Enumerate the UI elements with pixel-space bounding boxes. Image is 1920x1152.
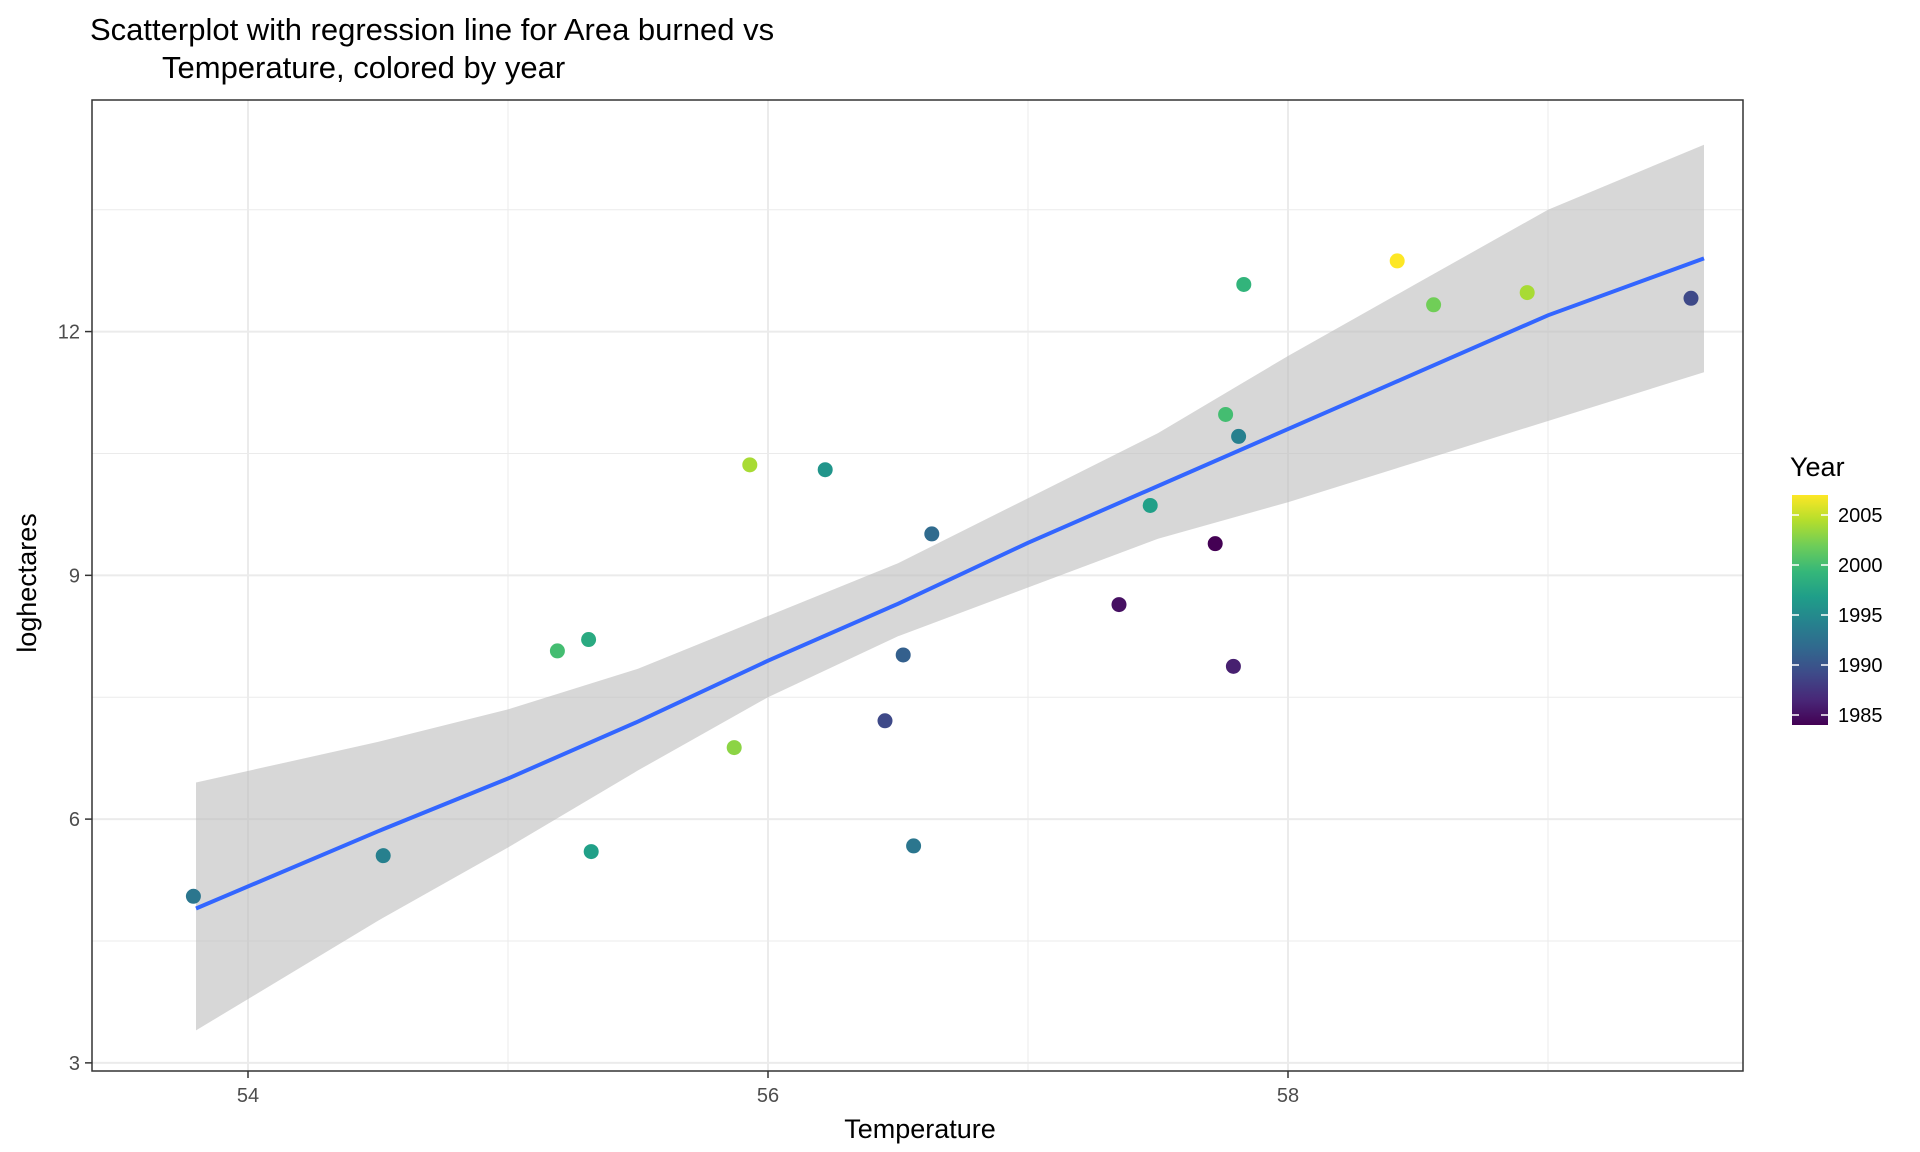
data-point (877, 713, 893, 729)
y-axis-ticks: 3 6 9 12 (58, 322, 92, 1075)
data-point (1142, 497, 1158, 513)
data-points (185, 253, 1699, 904)
x-tick-label: 56 (757, 1085, 779, 1107)
data-point (375, 848, 391, 864)
x-tick-label: 58 (1277, 1085, 1299, 1107)
legend-tick-label: 1995 (1838, 605, 1883, 627)
legend-tick-label: 1990 (1838, 655, 1883, 677)
data-point (1207, 536, 1223, 552)
data-point (742, 457, 758, 473)
y-tick-label: 12 (58, 322, 80, 344)
y-tick-label: 9 (69, 565, 80, 587)
data-point (895, 647, 911, 663)
data-point (1426, 297, 1442, 313)
data-point (1519, 285, 1535, 301)
confidence-band (196, 144, 1704, 1031)
y-axis-title: loghectares (12, 513, 42, 653)
panel-border (91, 99, 1744, 1072)
data-point (1683, 290, 1699, 306)
chart-title-line-1: Scatterplot with regression line for Are… (90, 12, 774, 47)
legend-tick-label: 2000 (1838, 555, 1883, 577)
legend-colorbar (1792, 495, 1828, 725)
legend-tick-label: 1985 (1838, 705, 1883, 727)
data-point (1389, 253, 1405, 269)
y-tick-label: 3 (69, 1053, 80, 1075)
data-point (583, 844, 599, 860)
data-point (1218, 406, 1234, 422)
legend-tick-label: 2005 (1838, 505, 1883, 527)
data-point (726, 740, 742, 756)
x-axis-ticks: 54 56 58 (237, 1071, 1299, 1107)
chart-title-line-2: Temperature, colored by year (162, 50, 565, 85)
data-point (1231, 428, 1247, 444)
data-point (817, 462, 833, 478)
x-axis-title: Temperature (844, 1114, 996, 1144)
data-point (1225, 658, 1241, 674)
regression-line (195, 256, 1705, 911)
data-point (185, 888, 201, 904)
y-tick-label: 6 (69, 809, 80, 831)
data-point (581, 632, 597, 648)
regression-line-path (195, 256, 1705, 911)
data-point (1236, 276, 1252, 292)
confidence-band-area (196, 144, 1704, 1031)
legend-ticks: 1985 1990 1995 2000 2005 (1792, 505, 1883, 727)
data-point (924, 526, 940, 542)
x-tick-label: 54 (237, 1085, 259, 1107)
legend-title: Year (1790, 452, 1845, 482)
data-point (1111, 597, 1127, 613)
data-point (906, 838, 922, 854)
panel-border-rect (91, 99, 1744, 1072)
data-point (549, 643, 565, 659)
